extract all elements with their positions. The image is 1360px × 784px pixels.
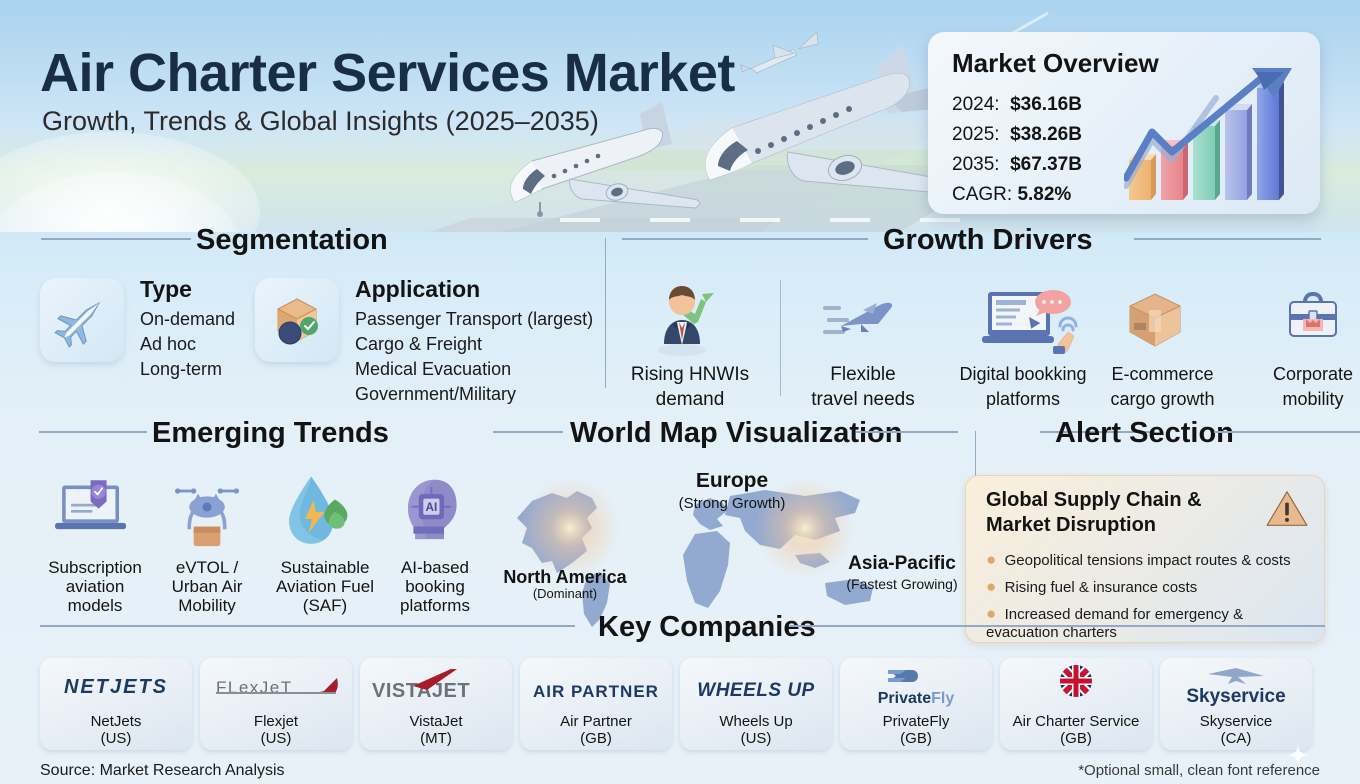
svg-text:North America: North America xyxy=(503,567,627,587)
svg-text:(Strong Growth): (Strong Growth) xyxy=(679,495,786,512)
svg-text:(Fastest Growing): (Fastest Growing) xyxy=(846,576,957,592)
svg-text:AI: AI xyxy=(426,501,438,514)
svg-text:Europe: Europe xyxy=(696,473,768,492)
svg-text:(Dominant): (Dominant) xyxy=(533,586,597,601)
svg-text:Asia-Pacific: Asia-Pacific xyxy=(848,553,956,574)
